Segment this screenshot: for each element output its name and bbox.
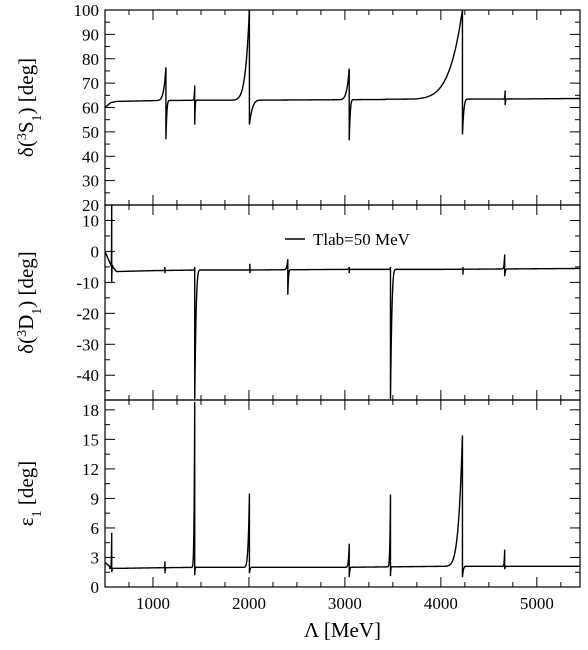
panel-frame-eps1 <box>104 399 581 588</box>
y-tick-label: 50 <box>82 123 99 142</box>
y-tick-label: -40 <box>76 366 99 385</box>
x-axis-title: Λ [MeV] <box>304 618 381 642</box>
y-tick-label: -30 <box>76 335 99 354</box>
x-tick-label: 1000 <box>136 594 170 613</box>
y-axis-title-eps1: ε1 [deg] <box>14 461 45 526</box>
y-tick-label: -10 <box>76 273 99 292</box>
panel-3S1: 20 30 40 50 60 70 80 90 100 δ(3S1) [deg] <box>14 1 581 215</box>
x-tick-label: 2000 <box>232 594 266 613</box>
y-axis-title-3S1: δ(3S1) [deg] <box>14 58 45 157</box>
y-tick-label: 90 <box>82 25 99 44</box>
x-tick-label: 5000 <box>520 594 554 613</box>
panel-frame-3S1 <box>104 9 581 206</box>
legend-label: Tlab=50 MeV <box>313 230 411 249</box>
x-tick-label: 3000 <box>328 594 362 613</box>
panel-eps1: 0 3 6 9 12 15 18 ε1 [deg] <box>14 399 581 597</box>
panel-3D1: -40 -30 -20 -10 0 10 δ(3D1) [deg] Tlab=50 MeV <box>14 204 581 401</box>
series-line-3D1 <box>105 205 580 400</box>
y-tick-label: 70 <box>82 74 99 93</box>
x-tick-label: 4000 <box>424 594 458 613</box>
y-tick-label: -20 <box>76 304 99 323</box>
series-line-3S1 <box>105 10 580 141</box>
y-tick-label: 80 <box>82 50 99 69</box>
y-tick-label: 6 <box>91 519 100 538</box>
y-tick-label: 10 <box>82 211 99 230</box>
y-tick-label: 3 <box>91 548 100 567</box>
y-tick-label: 60 <box>82 99 99 118</box>
y-tick-label: 20 <box>82 196 99 215</box>
y-tick-label: 40 <box>82 147 99 166</box>
y-tick-label: 18 <box>82 401 99 420</box>
y-tick-label: 30 <box>82 172 99 191</box>
y-tick-label: 15 <box>82 430 99 449</box>
y-tick-label: 12 <box>82 460 99 479</box>
y-tick-label: 0 <box>91 578 100 597</box>
y-tick-label: 0 <box>91 242 100 261</box>
y-axis-title-3D1: δ(3D1) [deg] <box>14 251 45 354</box>
y-tick-label: 9 <box>91 489 100 508</box>
y-tick-label: 100 <box>74 1 100 20</box>
series-line-eps1 <box>105 401 580 578</box>
